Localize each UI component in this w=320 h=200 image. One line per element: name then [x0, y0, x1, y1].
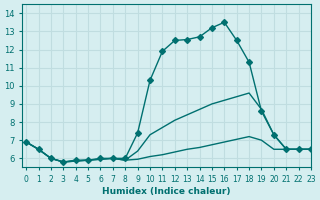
X-axis label: Humidex (Indice chaleur): Humidex (Indice chaleur)	[102, 187, 231, 196]
